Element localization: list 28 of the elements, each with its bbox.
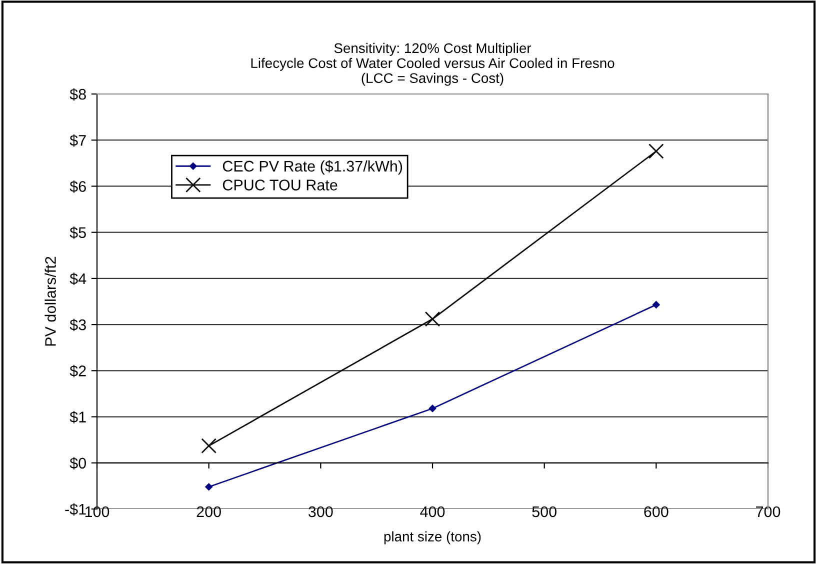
y-tick-label: $7	[70, 134, 86, 147]
y-tick-label: $6	[70, 180, 86, 193]
legend-label: CPUC TOU Rate	[222, 180, 338, 190]
point	[205, 483, 212, 491]
x-tick-label: 500	[532, 506, 556, 518]
y-tick-label: $8	[70, 88, 86, 101]
y-tick-label: $3	[70, 318, 86, 332]
chart-title: Sensitivity: 120% Cost Multiplier Lifecycle Cost of Water Cooled versus Air Cooled in Fresno (LCC = Savings - Cost)	[251, 42, 614, 86]
x-tick-label: 600	[644, 506, 668, 518]
x-tick-label: 300	[308, 506, 333, 518]
point	[428, 404, 436, 412]
y-tick-label: $1	[70, 411, 86, 424]
y-axis-title: PV dollars/ft2	[44, 256, 56, 346]
point	[648, 144, 664, 159]
point	[424, 311, 440, 327]
x-tick-label: 700	[756, 506, 780, 518]
x-tick-label: 200	[196, 506, 221, 518]
point	[201, 438, 216, 454]
point	[652, 301, 660, 308]
y-tick-label: $2	[70, 364, 86, 378]
y-tick-label: $4	[70, 272, 86, 286]
x-tick-label: 100	[85, 506, 110, 518]
legend-label: CEC PV Rate ($1.37/kWh)	[222, 160, 402, 175]
y-tick-label: $5	[70, 226, 86, 239]
x-axis-title: plant size (tons)	[384, 531, 481, 544]
x-tick-label: 400	[420, 506, 445, 518]
y-tick-label: $0	[70, 457, 86, 470]
y-tick-label: -$1	[65, 503, 86, 516]
